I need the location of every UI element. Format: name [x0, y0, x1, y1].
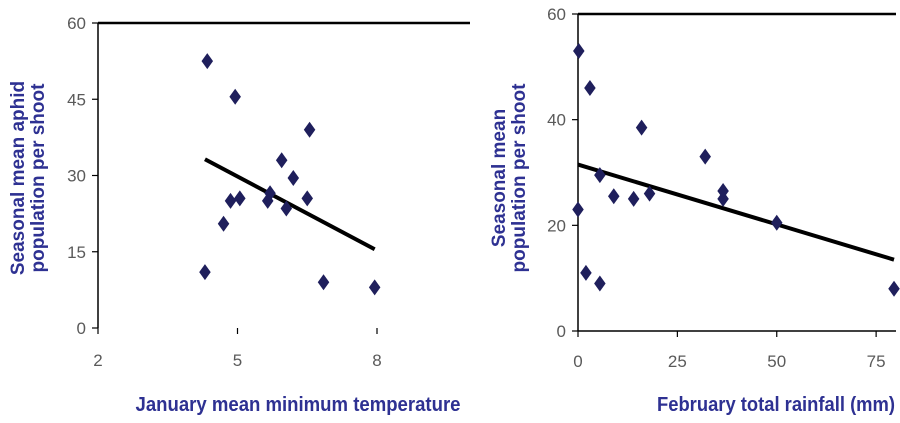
- chart-left-point: [317, 274, 330, 291]
- chart-left: Seasonal mean aphid population per shoot…: [8, 14, 470, 416]
- chart-left-trendline: [204, 157, 376, 251]
- chart-right-point: [717, 182, 729, 199]
- chart-left-point: [275, 152, 288, 169]
- chart-left-point: [201, 53, 214, 70]
- chart-left-point: [280, 200, 293, 217]
- chart-right-point: [627, 190, 640, 207]
- chart-left-point: [229, 88, 241, 105]
- chart-right-points-layer: [572, 42, 900, 297]
- chart-left-point: [234, 190, 246, 207]
- chart-left-axes: 0 15 30 45 60 2 5 8: [67, 14, 470, 370]
- chart-left-y-tick-label: 45: [67, 90, 86, 109]
- chart-left-x-tick-label: 5: [233, 351, 242, 370]
- chart-right-point: [572, 201, 584, 218]
- chart-left-ylabel-line2: population per shoot: [28, 83, 49, 273]
- chart-left-y-tick-label: 0: [77, 319, 86, 338]
- chart-left-x-tick-label: 2: [93, 351, 102, 370]
- chart-left-point: [368, 279, 381, 296]
- chart-right-point: [643, 185, 656, 202]
- chart-right-point: [594, 167, 606, 184]
- chart-left-point: [303, 121, 316, 138]
- chart-left-ylabel-line1: Seasonal mean aphid: [8, 81, 29, 275]
- chart-left-point: [264, 185, 276, 202]
- chart-left-xlabel: January mean minimum temperature: [136, 394, 461, 416]
- chart-left-point: [217, 215, 230, 232]
- chart-right-x-tick-label: 50: [767, 352, 786, 371]
- chart-right-point: [580, 264, 592, 281]
- chart-right-trendline-layer: [577, 162, 895, 262]
- chart-right-point: [584, 79, 596, 96]
- chart-left-y-tick-label: 30: [67, 167, 86, 186]
- chart-right-point: [635, 119, 648, 136]
- chart-right-ylabel-line1: Seasonal mean: [489, 109, 510, 247]
- chart-left-trendline-layer: [204, 157, 376, 251]
- chart-right-x-tick-label: 75: [867, 352, 886, 371]
- chart-right-axes: 0 20 40 60 0 25 50 75: [547, 5, 896, 371]
- chart-right-trendline: [577, 162, 895, 262]
- chart-right-x-tick-label: 0: [573, 352, 582, 371]
- chart-left-point: [199, 264, 211, 281]
- chart-right-xlabel: February total rainfall (mm): [657, 394, 895, 416]
- chart-right-point: [770, 214, 783, 231]
- chart-left-point: [224, 192, 237, 209]
- chart-left-points-layer: [199, 53, 381, 296]
- chart-right-point: [594, 275, 606, 292]
- chart-left-point: [287, 170, 300, 187]
- chart-right-point: [573, 42, 585, 59]
- chart-right-x-tick-label: 25: [668, 352, 687, 371]
- chart-right: Seasonal mean population per shoot Febru…: [489, 5, 900, 416]
- chart-right-point: [608, 188, 620, 205]
- chart-left-point: [301, 190, 314, 207]
- chart-right-point: [699, 148, 711, 165]
- chart-left-x-tick-label: 8: [372, 351, 381, 370]
- chart-right-y-tick-label: 20: [547, 216, 566, 235]
- chart-left-y-tick-label: 60: [67, 14, 86, 33]
- chart-right-y-tick-label: 0: [557, 322, 566, 341]
- chart-right-y-tick-label: 40: [547, 111, 566, 130]
- chart-left-y-tick-label: 15: [67, 243, 86, 262]
- chart-right-ylabel-line2: population per shoot: [509, 83, 530, 273]
- chart-right-point: [888, 280, 900, 297]
- chart-right-y-tick-label: 60: [547, 5, 566, 24]
